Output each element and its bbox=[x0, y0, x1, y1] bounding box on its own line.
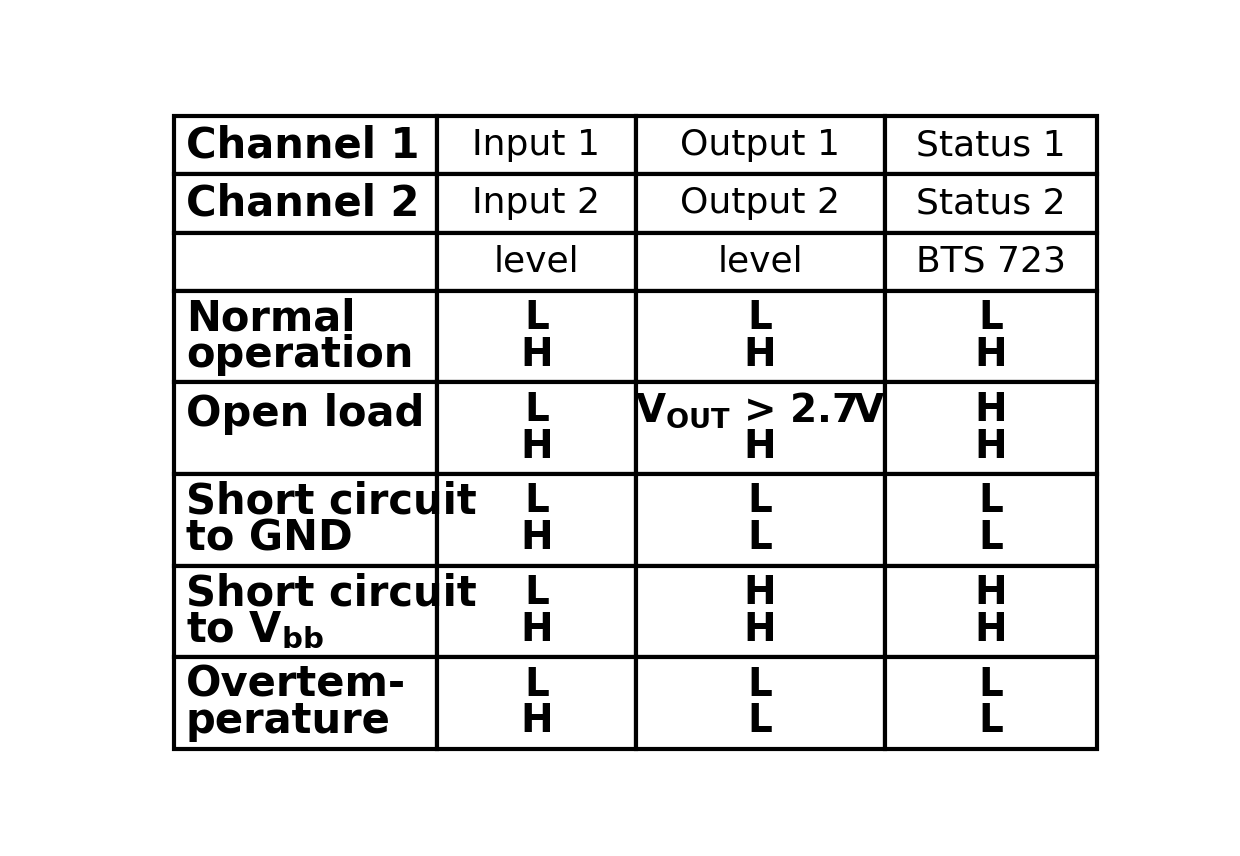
Text: L: L bbox=[748, 300, 773, 337]
Text: L: L bbox=[748, 666, 773, 704]
Bar bbox=[438, 291, 635, 383]
Bar bbox=[438, 474, 635, 566]
Bar bbox=[174, 233, 438, 291]
Bar bbox=[635, 175, 884, 233]
Bar bbox=[884, 233, 1096, 291]
Text: Channel 1: Channel 1 bbox=[186, 124, 419, 166]
Bar bbox=[635, 233, 884, 291]
Text: Short circuit: Short circuit bbox=[186, 572, 476, 614]
Text: H: H bbox=[520, 610, 553, 649]
Text: Open load: Open load bbox=[186, 394, 424, 436]
Bar bbox=[174, 657, 438, 749]
Text: operation: operation bbox=[186, 334, 413, 376]
Text: Status 2: Status 2 bbox=[916, 187, 1065, 220]
Bar bbox=[438, 657, 635, 749]
Text: L: L bbox=[523, 391, 549, 429]
Bar bbox=[884, 291, 1096, 383]
Text: to $\mathbf{V}_{\mathbf{bb}}$: to $\mathbf{V}_{\mathbf{bb}}$ bbox=[186, 609, 324, 651]
Text: H: H bbox=[744, 427, 776, 466]
Text: H: H bbox=[975, 574, 1007, 612]
Text: H: H bbox=[975, 336, 1007, 374]
Text: H: H bbox=[520, 702, 553, 740]
Text: Output 2: Output 2 bbox=[680, 187, 839, 220]
Text: H: H bbox=[975, 610, 1007, 649]
Text: BTS 723: BTS 723 bbox=[915, 245, 1065, 279]
Text: H: H bbox=[744, 610, 776, 649]
Text: Overtem-: Overtem- bbox=[186, 663, 405, 705]
Text: L: L bbox=[978, 483, 1003, 520]
Bar bbox=[174, 566, 438, 657]
Bar bbox=[438, 383, 635, 474]
Bar bbox=[635, 474, 884, 566]
Text: Status 1: Status 1 bbox=[916, 128, 1065, 162]
Text: $\mathbf{V}_{\mathbf{OUT}}$ > 2.7V: $\mathbf{V}_{\mathbf{OUT}}$ > 2.7V bbox=[635, 390, 885, 430]
Bar bbox=[884, 657, 1096, 749]
Bar bbox=[884, 175, 1096, 233]
Text: Output 1: Output 1 bbox=[680, 128, 839, 162]
Bar bbox=[174, 383, 438, 474]
Text: L: L bbox=[748, 519, 773, 557]
Text: Channel 2: Channel 2 bbox=[186, 182, 419, 224]
Text: perature: perature bbox=[186, 700, 391, 742]
Bar bbox=[884, 474, 1096, 566]
Text: L: L bbox=[978, 702, 1003, 740]
Text: to GND: to GND bbox=[186, 517, 352, 559]
Bar bbox=[884, 116, 1096, 175]
Text: L: L bbox=[978, 300, 1003, 337]
Bar bbox=[884, 566, 1096, 657]
Text: H: H bbox=[975, 427, 1007, 466]
Text: Input 2: Input 2 bbox=[472, 187, 600, 220]
Text: L: L bbox=[523, 666, 549, 704]
Text: Normal: Normal bbox=[186, 297, 355, 339]
Text: H: H bbox=[520, 336, 553, 374]
Text: H: H bbox=[975, 391, 1007, 429]
Bar bbox=[174, 291, 438, 383]
Text: L: L bbox=[523, 300, 549, 337]
Bar bbox=[174, 116, 438, 175]
Text: L: L bbox=[523, 483, 549, 520]
Text: Short circuit: Short circuit bbox=[186, 480, 476, 522]
Bar bbox=[635, 566, 884, 657]
Bar bbox=[438, 233, 635, 291]
Bar bbox=[635, 383, 884, 474]
Bar bbox=[174, 474, 438, 566]
Text: H: H bbox=[744, 574, 776, 612]
Text: level: level bbox=[494, 245, 579, 279]
Text: L: L bbox=[978, 666, 1003, 704]
Text: L: L bbox=[523, 574, 549, 612]
Text: level: level bbox=[717, 245, 802, 279]
Text: H: H bbox=[520, 427, 553, 466]
Bar bbox=[438, 116, 635, 175]
Bar bbox=[635, 657, 884, 749]
Text: Input 1: Input 1 bbox=[472, 128, 600, 162]
Text: L: L bbox=[978, 519, 1003, 557]
Bar bbox=[635, 116, 884, 175]
Bar bbox=[174, 175, 438, 233]
Bar bbox=[884, 383, 1096, 474]
Bar bbox=[635, 291, 884, 383]
Text: H: H bbox=[520, 519, 553, 557]
Text: L: L bbox=[748, 702, 773, 740]
Text: L: L bbox=[748, 483, 773, 520]
Text: H: H bbox=[744, 336, 776, 374]
Bar bbox=[438, 175, 635, 233]
Bar bbox=[438, 566, 635, 657]
